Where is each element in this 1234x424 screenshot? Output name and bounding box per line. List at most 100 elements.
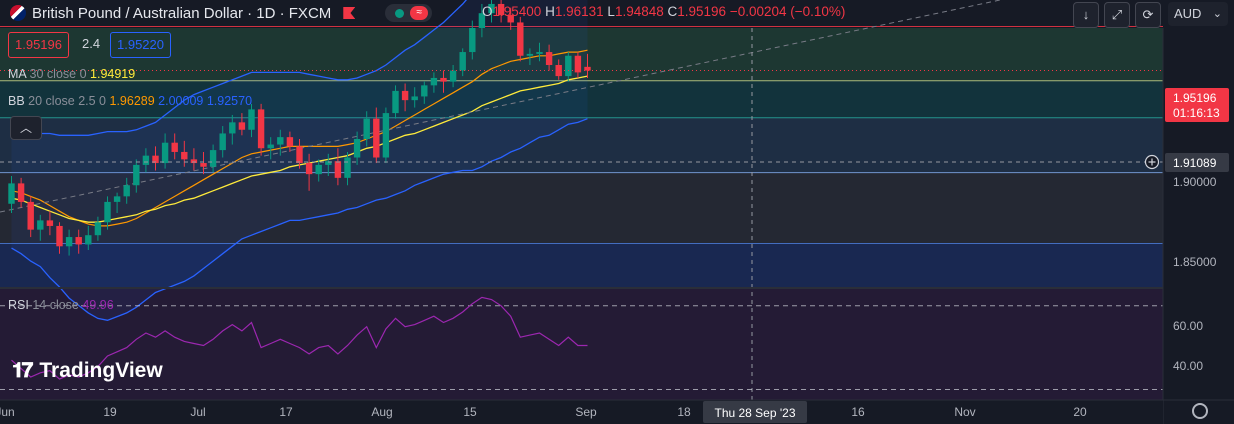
candle-body bbox=[85, 235, 92, 245]
bb-legend-lower: 1.92570 bbox=[206, 94, 253, 108]
snapshot-button[interactable]: ⟳ bbox=[1135, 2, 1161, 28]
time-axis-label: 17 bbox=[279, 405, 293, 419]
level-lines bbox=[0, 26, 1163, 245]
candle-body bbox=[392, 90, 399, 114]
market-status-pill[interactable]: ≈ bbox=[385, 4, 433, 22]
crosshair-price-label: 1.91089 bbox=[1173, 156, 1217, 170]
symbol-header[interactable]: British Pound / Australian Dollar · 1D ·… bbox=[0, 0, 433, 26]
candle-body bbox=[229, 122, 236, 134]
rsi-legend-name: RSI bbox=[8, 298, 29, 312]
candle bbox=[363, 111, 370, 147]
candle-body bbox=[123, 185, 130, 197]
candle-body bbox=[478, 13, 486, 28]
candle bbox=[200, 151, 207, 175]
candle-body bbox=[555, 65, 562, 77]
candle bbox=[219, 126, 226, 158]
change-value: −0.00204 (−0.10%) bbox=[729, 4, 846, 19]
open-label: O bbox=[482, 4, 493, 19]
currency-select[interactable]: AUD ⌄ bbox=[1168, 2, 1228, 26]
ma-legend-value: 1.94919 bbox=[90, 67, 136, 81]
candle bbox=[392, 85, 399, 119]
tradingview-logo: 𝟏𝟕 TradingView bbox=[12, 359, 163, 383]
candle-body bbox=[325, 161, 332, 165]
candle-body bbox=[507, 15, 514, 23]
low-value: 1.94848 bbox=[614, 4, 664, 19]
crosshair-date-label: Thu 28 Sep '23 bbox=[714, 406, 795, 420]
candle bbox=[373, 107, 380, 164]
time-axis[interactable] bbox=[0, 400, 1163, 424]
candle-body bbox=[104, 201, 111, 223]
currency-flag-icon bbox=[10, 5, 26, 21]
candle-body bbox=[46, 220, 54, 226]
time-axis-label: Jul bbox=[190, 405, 205, 419]
candle-body bbox=[113, 196, 121, 202]
candle bbox=[497, 0, 505, 23]
ma-legend[interactable]: MA 30 close 0 1.94919 bbox=[8, 67, 135, 81]
candle-body bbox=[526, 53, 534, 56]
candle bbox=[469, 20, 476, 60]
candle-body bbox=[459, 52, 466, 71]
candle bbox=[133, 159, 140, 193]
candle bbox=[56, 222, 63, 254]
candle bbox=[123, 177, 130, 204]
candle-body bbox=[296, 146, 303, 164]
candle bbox=[27, 196, 34, 238]
candle-body bbox=[373, 118, 380, 158]
collapse-legend-button[interactable]: ︿ bbox=[10, 116, 42, 140]
scroll-down-button[interactable]: ↓ bbox=[1073, 2, 1099, 28]
candle-body bbox=[8, 183, 15, 204]
expand-icon: ⤢ bbox=[1111, 7, 1123, 22]
rsi-legend[interactable]: RSI 14 close 49.96 bbox=[8, 298, 114, 312]
candle bbox=[190, 148, 198, 171]
candle bbox=[478, 3, 486, 38]
gear-icon[interactable] bbox=[1192, 403, 1208, 419]
tradingview-wordmark: TradingView bbox=[39, 359, 163, 382]
candle-body bbox=[574, 55, 582, 73]
candle bbox=[536, 42, 543, 62]
time-axis-label: 20 bbox=[1073, 405, 1087, 419]
candles bbox=[8, 0, 591, 256]
rsi-tick-label: 40.00 bbox=[1173, 359, 1203, 373]
zone-fills bbox=[0, 28, 1163, 287]
candle bbox=[430, 72, 438, 93]
candle-body bbox=[584, 66, 591, 71]
ma-legend-name: MA bbox=[8, 67, 27, 81]
buy-price-button[interactable]: 1.95220 bbox=[110, 32, 171, 58]
spread-value: 2.4 bbox=[82, 36, 101, 51]
candle-body bbox=[421, 85, 428, 97]
sell-price-button[interactable]: 1.95196 bbox=[8, 32, 69, 58]
time-axis-label: 16 bbox=[851, 405, 865, 419]
chevron-down-icon: ⌄ bbox=[1212, 8, 1222, 20]
candle bbox=[75, 229, 82, 254]
candle bbox=[113, 192, 121, 213]
price-axis[interactable] bbox=[1163, 28, 1234, 400]
fullscreen-button[interactable]: ⤢ bbox=[1104, 2, 1130, 28]
candle bbox=[65, 229, 73, 256]
candle-body bbox=[363, 118, 370, 139]
symbol-title[interactable]: British Pound / Australian Dollar · 1D ·… bbox=[32, 4, 332, 22]
candle bbox=[161, 133, 169, 169]
bb-legend[interactable]: BB 20 close 2.5 0 1.96289 2.00009 1.9257… bbox=[8, 94, 252, 108]
candle-body bbox=[209, 150, 217, 167]
candle bbox=[545, 44, 553, 71]
candle bbox=[17, 177, 25, 208]
alert-flag-icon[interactable] bbox=[343, 7, 356, 19]
candle bbox=[344, 151, 351, 186]
candle bbox=[238, 113, 246, 136]
bb-legend-name: BB bbox=[8, 94, 25, 108]
candle bbox=[37, 214, 44, 241]
bb-upper-band bbox=[11, 0, 468, 136]
candle-body bbox=[565, 55, 572, 77]
candle-body bbox=[430, 77, 438, 86]
candle bbox=[171, 133, 178, 160]
rsi-legend-value: 49.96 bbox=[82, 298, 114, 312]
bb-legend-basis: 1.96289 bbox=[109, 94, 155, 108]
candle bbox=[488, 0, 495, 23]
time-axis-label: Aug bbox=[371, 405, 392, 419]
arrow-down-icon: ↓ bbox=[1082, 7, 1090, 22]
candle bbox=[401, 83, 409, 112]
candle bbox=[574, 52, 582, 78]
candle-body bbox=[37, 220, 44, 230]
camera-icon: ⟳ bbox=[1142, 7, 1154, 22]
